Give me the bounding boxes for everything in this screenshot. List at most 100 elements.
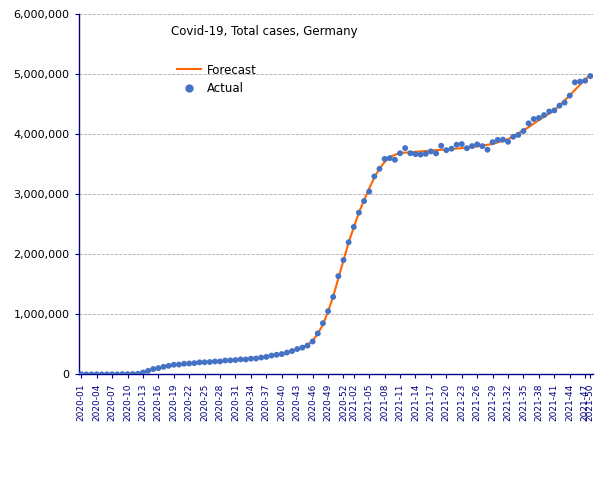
Actual: [257, 354, 266, 361]
Actual: [575, 78, 585, 85]
Actual: [185, 360, 194, 367]
Actual: [503, 138, 513, 145]
Actual: [405, 149, 415, 157]
Actual: [179, 360, 189, 368]
Actual: [529, 115, 538, 123]
Actual: [565, 92, 575, 99]
Forecast: [196, 360, 203, 366]
Actual: [426, 147, 436, 155]
Actual: [277, 350, 287, 358]
Actual: [473, 141, 482, 148]
Actual: [220, 357, 230, 364]
Actual: [97, 371, 106, 378]
Actual: [560, 99, 569, 107]
Actual: [313, 330, 322, 337]
Actual: [215, 358, 225, 365]
Forecast: [381, 159, 388, 165]
Forecast: [340, 257, 347, 263]
Actual: [436, 142, 446, 150]
Actual: [76, 371, 86, 378]
Actual: [210, 358, 220, 365]
Actual: [374, 165, 384, 173]
Actual: [323, 307, 333, 315]
Actual: [231, 356, 240, 364]
Actual: [354, 209, 364, 216]
Actual: [195, 359, 204, 366]
Actual: [344, 239, 353, 246]
Actual: [534, 114, 544, 122]
Actual: [477, 142, 487, 150]
Actual: [488, 138, 497, 146]
Actual: [159, 363, 168, 371]
Forecast: [77, 372, 85, 377]
Actual: [462, 144, 472, 152]
Forecast: [561, 97, 568, 103]
Actual: [117, 370, 127, 378]
Actual: [102, 371, 112, 378]
Actual: [339, 256, 348, 264]
Forecast: [587, 72, 594, 77]
Actual: [555, 102, 564, 109]
Actual: [143, 367, 153, 375]
Actual: [189, 360, 199, 367]
Actual: [82, 371, 91, 378]
Actual: [174, 360, 184, 368]
Actual: [200, 359, 209, 366]
Actual: [308, 338, 318, 346]
Line: Forecast: Forecast: [81, 74, 590, 374]
Text: Covid-19, Total cases, Germany: Covid-19, Total cases, Germany: [171, 25, 358, 38]
Actual: [87, 371, 96, 378]
Actual: [241, 356, 250, 363]
Actual: [421, 150, 431, 157]
Actual: [442, 146, 451, 154]
Actual: [226, 357, 235, 364]
Actual: [524, 120, 534, 127]
Actual: [493, 136, 503, 144]
Actual: [467, 142, 477, 150]
Legend: Forecast, Actual: Forecast, Actual: [177, 63, 257, 96]
Actual: [411, 150, 420, 158]
Actual: [395, 149, 405, 157]
Actual: [359, 197, 369, 205]
Actual: [236, 356, 246, 363]
Actual: [298, 344, 307, 351]
Forecast: [175, 361, 183, 367]
Actual: [483, 146, 492, 154]
Actual: [205, 358, 215, 366]
Actual: [318, 319, 328, 327]
Actual: [302, 342, 312, 349]
Actual: [164, 362, 174, 370]
Actual: [518, 127, 528, 135]
Actual: [333, 272, 343, 280]
Actual: [544, 108, 554, 115]
Actual: [370, 173, 379, 180]
Actual: [416, 151, 425, 158]
Actual: [380, 155, 390, 163]
Actual: [401, 144, 410, 152]
Actual: [446, 145, 456, 153]
Actual: [267, 352, 276, 360]
Actual: [154, 364, 163, 372]
Actual: [390, 156, 400, 164]
Forecast: [546, 111, 553, 117]
Actual: [138, 369, 148, 376]
Actual: [287, 347, 297, 355]
Actual: [498, 136, 508, 144]
Actual: [292, 345, 302, 353]
Actual: [364, 188, 374, 195]
Actual: [431, 150, 441, 157]
Actual: [261, 353, 271, 361]
Actual: [452, 141, 462, 148]
Actual: [349, 223, 359, 231]
Actual: [92, 371, 102, 378]
Actual: [580, 77, 590, 84]
Actual: [272, 351, 281, 359]
Actual: [570, 78, 580, 86]
Actual: [457, 140, 466, 148]
Actual: [148, 365, 158, 373]
Actual: [514, 131, 523, 139]
Actual: [539, 111, 549, 119]
Actual: [107, 371, 117, 378]
Actual: [133, 370, 143, 378]
Actual: [586, 72, 595, 80]
